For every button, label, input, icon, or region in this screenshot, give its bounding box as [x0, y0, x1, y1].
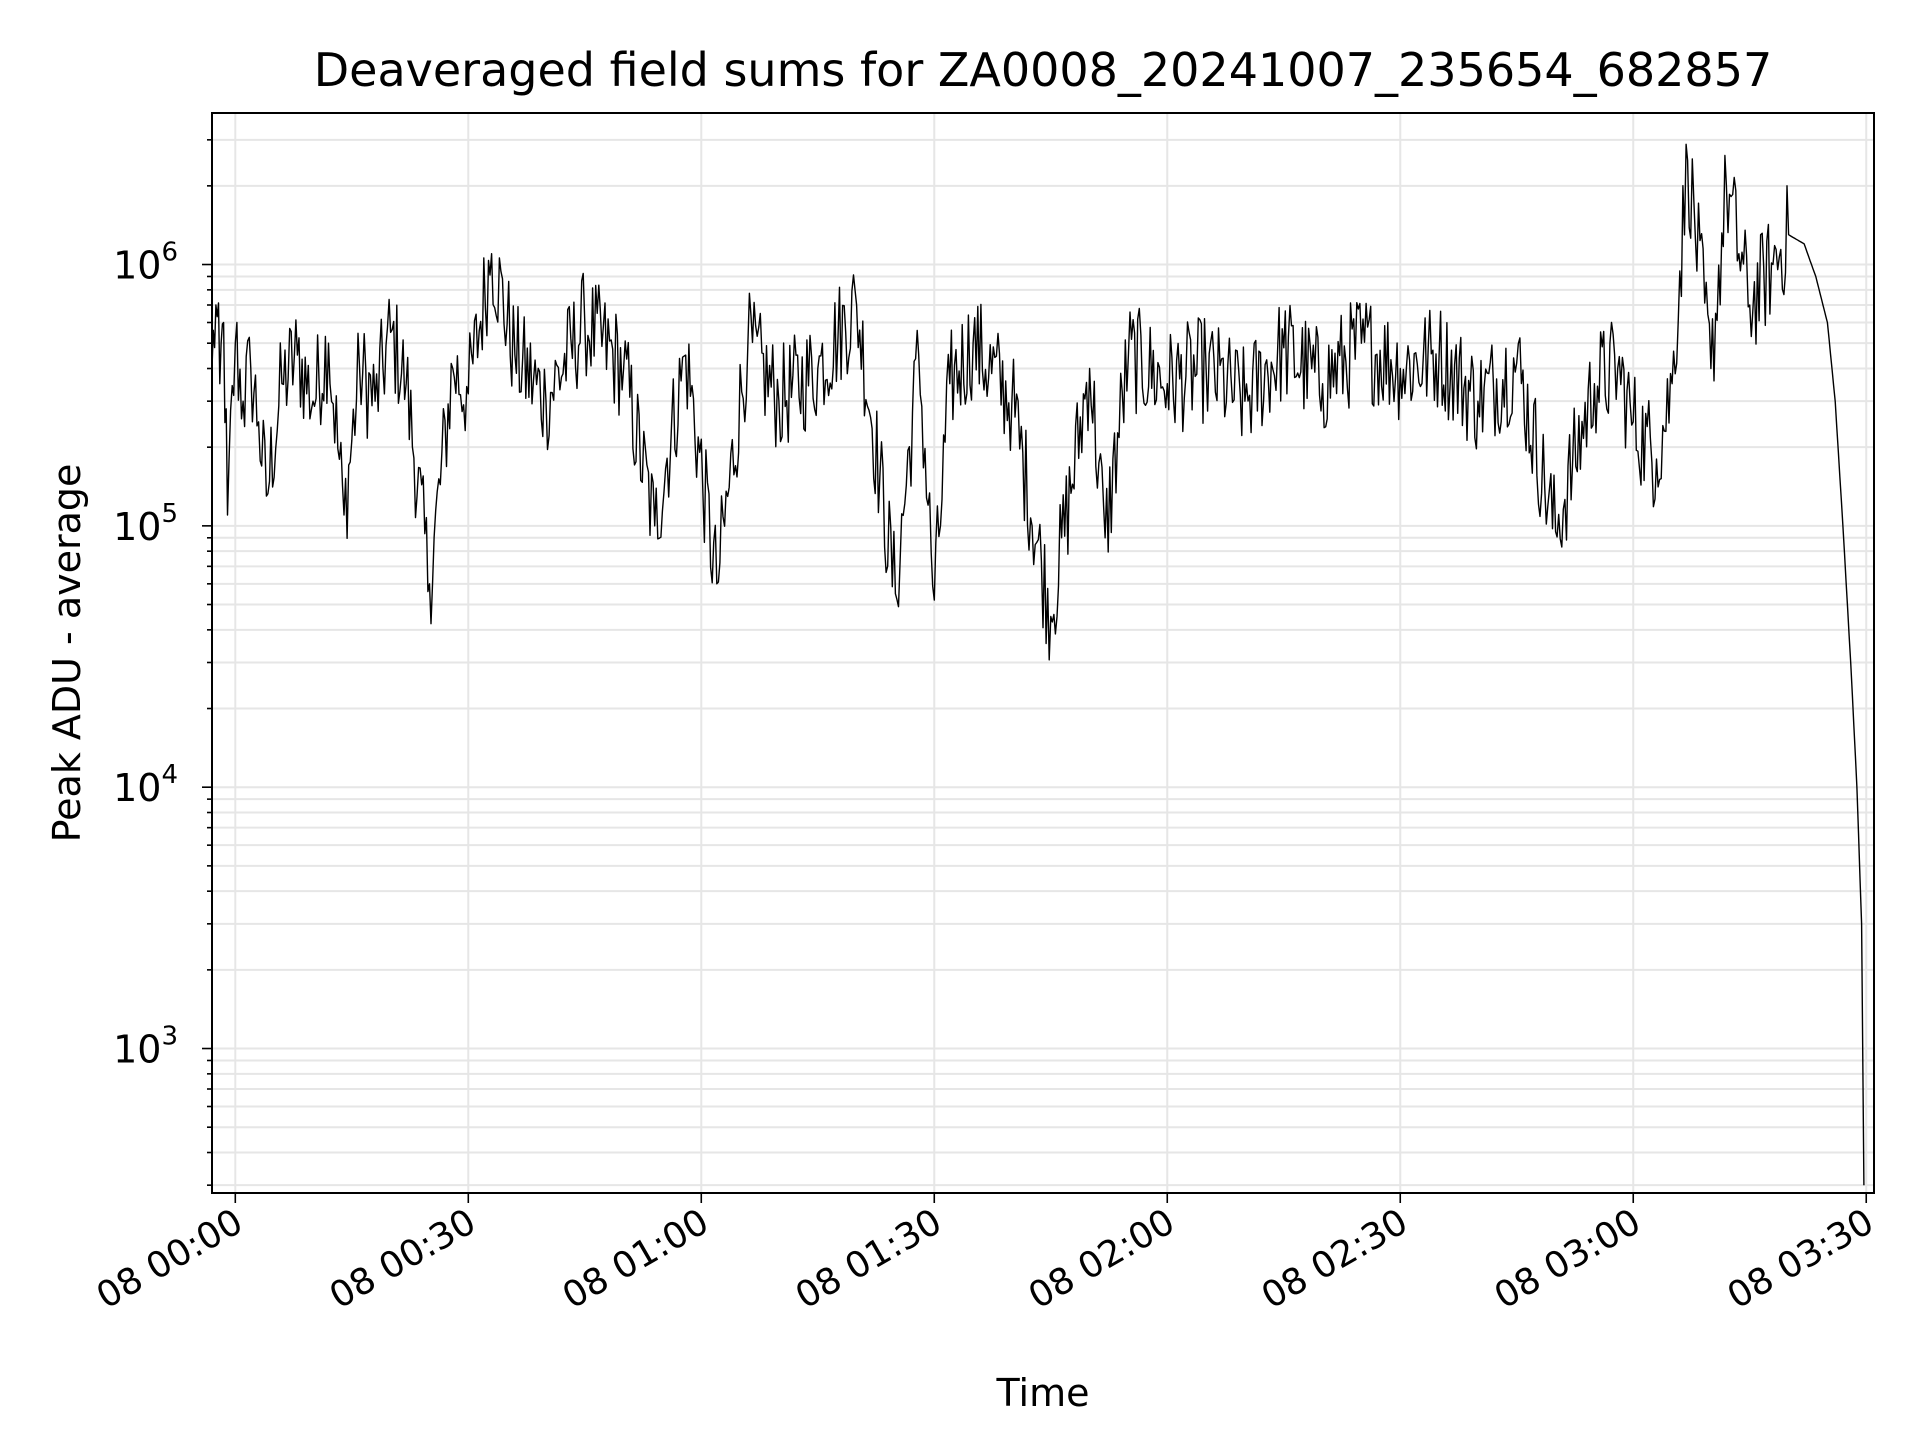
plot-frame [211, 112, 1875, 1194]
x-axis-label: Time [996, 1371, 1090, 1415]
y-axis-label: Peak ADU - average [45, 464, 89, 843]
grid [212, 113, 1874, 1193]
series-line [211, 143, 1865, 1186]
series-line-group [211, 143, 1865, 1186]
y-tick-exponent: 5 [161, 499, 178, 529]
y-tick-label: 103 [113, 1022, 178, 1072]
y-tick-exponent: 3 [161, 1022, 178, 1052]
y-tick-exponent: 6 [161, 238, 178, 268]
chart-title: Deaveraged field sums for ZA0008_2024100… [314, 43, 1773, 97]
y-tick-exponent: 4 [161, 760, 178, 790]
